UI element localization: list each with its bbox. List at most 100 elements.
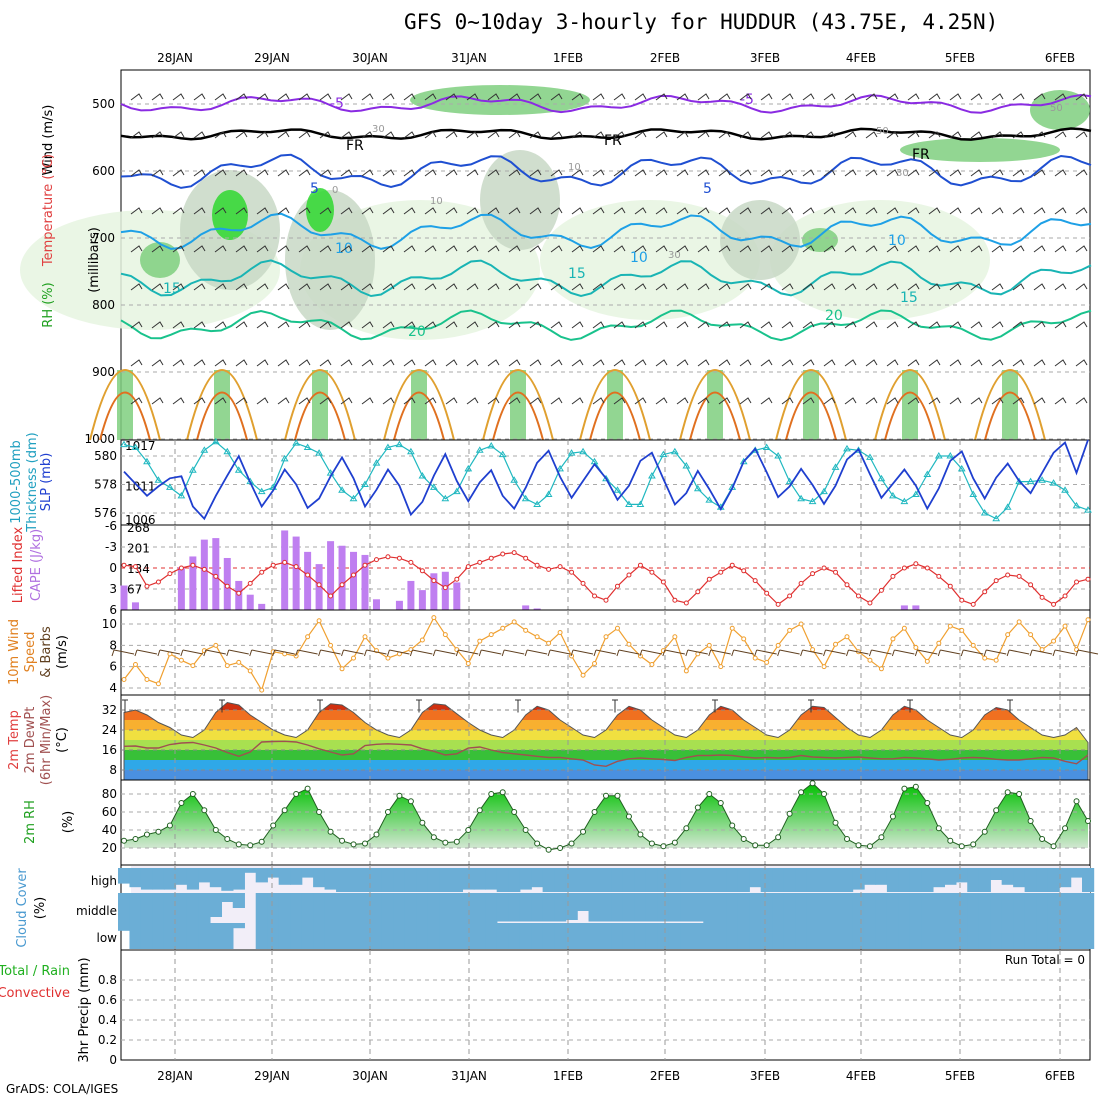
wind-barb <box>907 397 920 405</box>
surface-wind-barb <box>983 649 1007 657</box>
wind-barb <box>928 93 941 101</box>
isoline-25-arch <box>874 369 946 441</box>
wind-barb <box>739 169 752 177</box>
isoline-30-arch <box>984 391 1036 441</box>
thickness-line-point <box>177 491 186 499</box>
cloud-bar-low <box>359 923 372 949</box>
wind-barb <box>907 359 920 367</box>
thickness-line-point <box>866 453 874 460</box>
rh-line-point <box>694 804 701 811</box>
wind-barb <box>1012 283 1025 291</box>
wind-barb <box>466 131 479 139</box>
wind-barb <box>403 207 416 215</box>
cloud-bar-high <box>955 868 968 883</box>
cloud-bar-middle <box>531 893 544 922</box>
wind-barb <box>340 321 353 329</box>
wind-barb <box>424 131 437 139</box>
cloud-bar-low <box>485 923 498 949</box>
rh-line-point <box>970 841 977 848</box>
wind-barb <box>1012 397 1025 405</box>
cloud-bar-low <box>290 923 303 949</box>
wind-barb <box>340 283 353 291</box>
wind-barb <box>970 359 983 367</box>
cloud-level-label: low <box>97 931 118 945</box>
cloud-bar-high <box>129 868 142 888</box>
wind-barb <box>298 245 311 253</box>
date-label-bottom: 31JAN <box>451 1069 487 1083</box>
cloud-bar-high <box>726 868 739 892</box>
wind-barb <box>655 93 668 101</box>
wind-barb <box>1054 93 1067 101</box>
wind-barb <box>1012 245 1025 253</box>
date-label-top: 6FEB <box>1045 51 1075 65</box>
cloud-bar-low <box>990 923 1003 949</box>
wind-speed-line-point <box>1051 638 1057 644</box>
temp-ytick: 8 <box>109 763 117 777</box>
temp-minmax-bar <box>808 699 814 713</box>
cloud-bar-high <box>324 868 337 890</box>
rh-column <box>707 370 723 440</box>
cloud-bar-low <box>588 923 601 949</box>
thickness-line-point <box>407 447 415 455</box>
surface-wind-barb <box>157 649 181 657</box>
wind-barb <box>382 169 395 177</box>
cloud-bar-high <box>404 868 418 892</box>
wind-barb <box>403 321 416 329</box>
cloud-bar-middle <box>990 893 1003 923</box>
cloud-bar-high <box>393 868 406 892</box>
wind-barb <box>277 321 290 329</box>
wind-barb <box>466 207 479 215</box>
cloud-bar-high <box>680 868 693 892</box>
thickness-line-point <box>934 452 943 459</box>
rh-line-point <box>866 843 873 850</box>
wind-speed-line-point <box>431 615 437 621</box>
wind-barb <box>382 207 395 215</box>
rh-shading-9 <box>306 188 334 232</box>
lifted-index-line-point <box>741 568 747 574</box>
lifted-index-line-point <box>706 576 712 582</box>
wind-barb <box>613 207 626 215</box>
cloud-bar-middle <box>462 893 475 923</box>
isoline-25-arch <box>974 369 1046 441</box>
thickness-line-point <box>957 464 966 472</box>
wind-barb <box>739 93 752 101</box>
cloud-bar-low <box>427 923 441 949</box>
wind-barb <box>1033 207 1046 215</box>
cloud-bar-middle <box>336 893 349 923</box>
contour-label: 15 <box>568 266 586 282</box>
slp-ytick: 1011 <box>125 479 156 493</box>
temp-minmax-bar <box>219 699 225 713</box>
wind-barb <box>487 283 500 291</box>
wind-barb <box>508 93 521 101</box>
cloud-bar-high <box>978 868 991 892</box>
ylabel-cape: CAPE (J/kg) <box>29 529 44 601</box>
rh-line-point <box>143 831 150 838</box>
cloud-bar-low <box>737 923 750 949</box>
wind-barb <box>151 169 164 177</box>
temp-minmax-bar <box>416 699 422 713</box>
wind-speed-line-point <box>844 634 850 640</box>
wind-barb <box>445 93 458 101</box>
cloud-bar-middle <box>726 893 739 923</box>
cloud-bar-low <box>393 923 406 949</box>
rh-line-point <box>717 800 724 806</box>
rh-line-point <box>201 807 208 814</box>
wind-barb <box>907 93 920 101</box>
wind-barb <box>550 169 563 177</box>
wind-speed-line-point <box>557 630 563 636</box>
cloud-bar-low <box>473 923 486 949</box>
cloud-bar-low <box>668 923 682 949</box>
wind-barb <box>277 283 290 291</box>
wind-barb <box>571 359 584 367</box>
wind-barb <box>676 207 689 215</box>
surface-wind-barb <box>960 649 984 657</box>
rh-shading-5 <box>285 190 375 330</box>
lifted-index-line-point <box>1016 573 1022 579</box>
wind-barb <box>844 131 857 139</box>
cloud-bar-middle <box>611 893 624 922</box>
isoline-30-arch <box>589 391 641 441</box>
wind-barb <box>487 93 500 101</box>
wind-barb <box>424 283 437 291</box>
surface-wind-barb <box>593 649 617 657</box>
rh-line-point <box>327 828 334 835</box>
